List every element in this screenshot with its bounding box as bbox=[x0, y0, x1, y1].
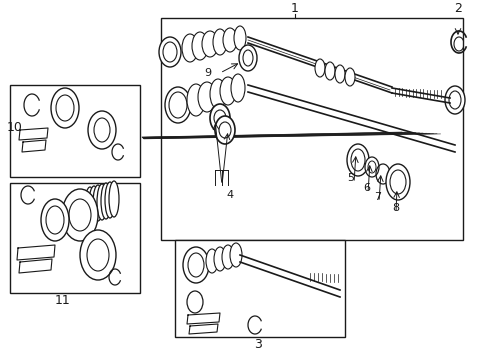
Ellipse shape bbox=[69, 199, 91, 231]
Ellipse shape bbox=[230, 74, 244, 102]
Text: 1: 1 bbox=[290, 1, 298, 14]
Text: 6: 6 bbox=[363, 183, 370, 193]
Ellipse shape bbox=[101, 183, 111, 219]
Ellipse shape bbox=[220, 77, 236, 105]
Ellipse shape bbox=[239, 45, 257, 71]
Text: 11: 11 bbox=[55, 293, 71, 306]
Ellipse shape bbox=[186, 291, 203, 313]
Ellipse shape bbox=[314, 59, 325, 77]
Ellipse shape bbox=[223, 28, 237, 52]
Ellipse shape bbox=[367, 161, 375, 173]
Ellipse shape bbox=[346, 144, 368, 176]
Ellipse shape bbox=[187, 253, 203, 277]
Ellipse shape bbox=[350, 149, 364, 171]
Ellipse shape bbox=[325, 62, 334, 80]
Ellipse shape bbox=[202, 31, 218, 57]
Ellipse shape bbox=[222, 245, 234, 269]
Ellipse shape bbox=[448, 91, 460, 109]
Text: 8: 8 bbox=[392, 203, 399, 213]
Ellipse shape bbox=[41, 199, 69, 241]
Text: 4: 4 bbox=[226, 190, 233, 200]
Text: 3: 3 bbox=[254, 338, 262, 351]
Ellipse shape bbox=[198, 82, 216, 112]
Ellipse shape bbox=[364, 157, 378, 177]
Ellipse shape bbox=[97, 184, 107, 220]
Ellipse shape bbox=[209, 104, 229, 132]
Ellipse shape bbox=[214, 247, 225, 271]
Ellipse shape bbox=[183, 247, 208, 283]
Ellipse shape bbox=[62, 189, 98, 241]
Ellipse shape bbox=[88, 111, 116, 149]
Ellipse shape bbox=[182, 34, 198, 62]
Ellipse shape bbox=[46, 206, 64, 234]
Ellipse shape bbox=[56, 95, 74, 121]
Bar bbox=[175, 240, 345, 337]
Ellipse shape bbox=[345, 68, 354, 86]
Ellipse shape bbox=[243, 50, 252, 66]
Text: 7: 7 bbox=[374, 192, 381, 202]
Ellipse shape bbox=[229, 243, 242, 267]
Ellipse shape bbox=[219, 122, 230, 138]
Ellipse shape bbox=[186, 84, 204, 116]
Ellipse shape bbox=[213, 29, 226, 55]
Ellipse shape bbox=[192, 32, 207, 60]
Ellipse shape bbox=[159, 37, 181, 67]
Ellipse shape bbox=[94, 118, 110, 142]
Ellipse shape bbox=[89, 186, 99, 222]
Ellipse shape bbox=[51, 88, 79, 128]
Bar bbox=[161, 18, 462, 240]
Ellipse shape bbox=[334, 65, 345, 83]
Ellipse shape bbox=[87, 239, 109, 271]
Ellipse shape bbox=[169, 92, 186, 118]
Ellipse shape bbox=[105, 182, 115, 218]
Text: 2: 2 bbox=[453, 3, 461, 15]
Bar bbox=[10, 183, 140, 293]
Ellipse shape bbox=[234, 26, 245, 50]
Text: 10: 10 bbox=[7, 121, 23, 135]
Ellipse shape bbox=[85, 187, 95, 223]
Ellipse shape bbox=[214, 110, 225, 126]
Text: 5: 5 bbox=[347, 173, 354, 183]
Bar bbox=[10, 85, 140, 177]
Text: 9: 9 bbox=[204, 68, 211, 78]
Ellipse shape bbox=[164, 87, 191, 123]
Ellipse shape bbox=[205, 249, 218, 273]
Ellipse shape bbox=[385, 164, 409, 200]
Ellipse shape bbox=[163, 42, 177, 62]
Ellipse shape bbox=[109, 181, 119, 217]
Ellipse shape bbox=[389, 170, 405, 194]
Ellipse shape bbox=[209, 79, 225, 109]
Ellipse shape bbox=[215, 116, 235, 144]
Ellipse shape bbox=[93, 185, 103, 221]
Ellipse shape bbox=[444, 86, 464, 114]
Ellipse shape bbox=[80, 230, 116, 280]
